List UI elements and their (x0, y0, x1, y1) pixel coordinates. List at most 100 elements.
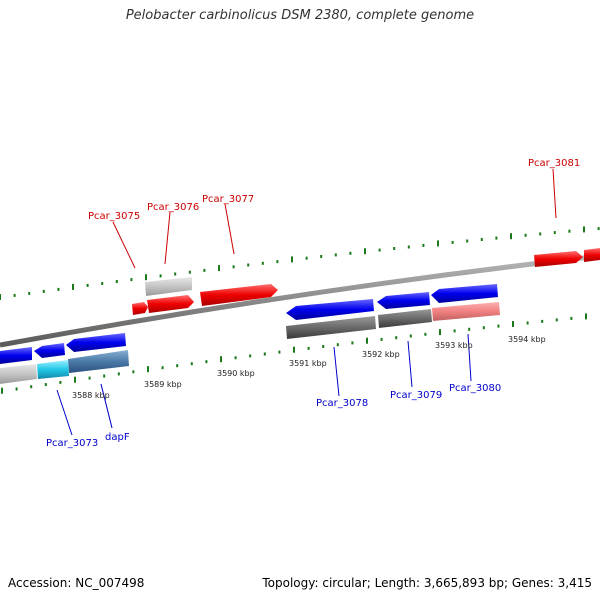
minor-tick (161, 366, 164, 370)
scale-label: 3592 kbp (362, 350, 400, 359)
minor-tick (320, 255, 323, 258)
gene-arrow[interactable] (145, 277, 192, 296)
major-tick (147, 366, 149, 373)
minor-tick (336, 343, 339, 347)
scale-label: 3589 kbp (144, 380, 182, 389)
minor-tick (103, 374, 106, 378)
major-tick (585, 313, 587, 320)
minor-tick (541, 319, 544, 323)
minor-tick (203, 268, 206, 272)
minor-tick (407, 245, 410, 249)
major-tick (145, 274, 147, 281)
major-tick (364, 248, 366, 255)
gene-arrow[interactable] (37, 360, 69, 379)
minor-tick (526, 321, 529, 325)
gene-arrow[interactable] (68, 350, 129, 373)
major-tick (437, 240, 439, 247)
major-tick (0, 294, 1, 300)
minor-tick (378, 248, 381, 252)
gene-arrow[interactable] (147, 295, 194, 313)
minor-tick (188, 270, 191, 274)
gene-label-pcar-3075[interactable]: Pcar_3075 (88, 211, 140, 222)
gene-label-pcar-3078[interactable]: Pcar_3078 (316, 398, 368, 409)
minor-tick (349, 251, 352, 255)
gene-label-pcar-3076[interactable]: Pcar_3076 (147, 202, 199, 213)
gene-labels: Pcar_3075 Pcar_3076 Pcar_3077 Pcar_3081 … (46, 158, 580, 449)
minor-tick (597, 227, 600, 231)
scale-label: 3593 kbp (435, 341, 473, 350)
minor-tick (15, 387, 18, 391)
gene-arrow[interactable] (378, 309, 432, 328)
minor-tick (307, 346, 310, 350)
forward-strand-genes (132, 248, 600, 315)
gene-arrow[interactable] (200, 284, 278, 306)
gene-arrow[interactable] (377, 292, 430, 309)
major-tick (512, 321, 514, 327)
gene-arrow[interactable] (34, 343, 65, 358)
minor-tick (334, 253, 337, 257)
minor-tick (234, 356, 237, 360)
gene-arrow[interactable] (286, 316, 376, 339)
gene-arrow[interactable] (534, 251, 583, 267)
gene-label-pcar-3080[interactable]: Pcar_3080 (449, 383, 501, 394)
minor-tick (553, 231, 556, 235)
gene-arrow[interactable] (431, 284, 498, 303)
major-tick (291, 256, 293, 263)
minor-tick (176, 364, 179, 368)
major-tick (439, 329, 441, 336)
minor-tick (539, 232, 542, 236)
major-tick (72, 283, 74, 290)
minor-tick (570, 316, 573, 320)
minor-tick (305, 256, 308, 260)
minor-tick (276, 260, 279, 264)
minor-tick (190, 362, 193, 366)
gene-label-dapf[interactable]: dapF (105, 432, 130, 443)
minor-tick (482, 326, 485, 330)
major-tick (218, 265, 220, 272)
gene-label-pcar-3073[interactable]: Pcar_3073 (46, 438, 98, 449)
map-title: Pelobacter carbinolicus DSM 2380, comple… (125, 8, 475, 23)
minor-tick (451, 240, 454, 244)
gene-label-pcar-3079[interactable]: Pcar_3079 (390, 390, 442, 401)
minor-tick (117, 372, 120, 376)
minor-tick (351, 341, 354, 345)
forward-scale-ticks (0, 226, 600, 300)
scale-label: 3590 kbp (217, 369, 255, 378)
gene-arrow[interactable] (0, 347, 32, 364)
genome-backbone (0, 253, 600, 348)
minor-tick (424, 332, 427, 336)
minor-tick (44, 383, 47, 387)
gene-label-pcar-3081[interactable]: Pcar_3081 (528, 158, 580, 169)
gene-arrow[interactable] (432, 302, 500, 321)
minor-tick (174, 272, 177, 276)
scale-labels: 3588 kbp 3589 kbp 3590 kbp 3591 kbp 3592… (72, 335, 546, 400)
gene-arrow[interactable] (584, 248, 600, 262)
minor-tick (232, 265, 235, 269)
major-tick (366, 337, 368, 344)
minor-tick (409, 334, 412, 338)
accession-text: Accession: NC_007498 (8, 576, 145, 590)
gene-arrow[interactable] (66, 333, 126, 352)
gene-label-pcar-3077[interactable]: Pcar_3077 (202, 194, 254, 205)
minor-tick (466, 239, 469, 243)
minor-tick (422, 243, 425, 247)
minor-tick (495, 236, 498, 240)
gene-arrow[interactable] (286, 299, 374, 320)
major-tick (293, 346, 295, 353)
minor-tick (247, 263, 250, 267)
minor-tick (30, 385, 33, 389)
minor-tick (497, 324, 500, 328)
minor-tick (28, 291, 31, 295)
minor-tick (249, 354, 252, 358)
reverse-scale-ticks (1, 313, 587, 394)
gene-arrow[interactable] (132, 302, 148, 315)
minor-tick (205, 360, 208, 364)
genome-summary-text: Topology: circular; Length: 3,665,893 bp… (262, 576, 592, 590)
minor-tick (130, 278, 133, 282)
minor-tick (468, 327, 471, 331)
gene-arrow[interactable] (0, 364, 37, 384)
minor-tick (59, 380, 62, 384)
minor-tick (42, 289, 45, 293)
